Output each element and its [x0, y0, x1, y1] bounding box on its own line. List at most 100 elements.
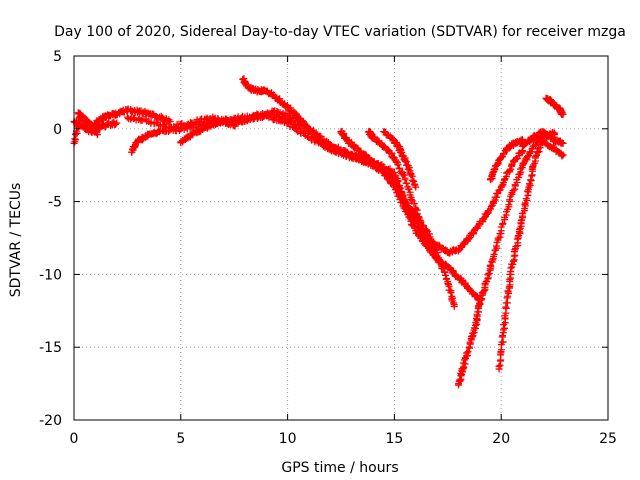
y-tick-label: -10 [39, 267, 62, 283]
data-point-fill [441, 268, 449, 276]
data-point-fill [499, 220, 507, 228]
data-point-fill [418, 221, 426, 229]
series-arc9 [365, 127, 441, 264]
data-point-fill [490, 198, 498, 206]
data-point-fill [499, 338, 507, 346]
data-point [450, 302, 458, 310]
data-point [401, 176, 409, 184]
x-tick-label: 10 [279, 431, 297, 447]
x-axis-label: GPS time / hours [281, 460, 398, 476]
data-point-fill [506, 167, 514, 175]
data-point-fill [410, 200, 418, 208]
data-point-fill [403, 208, 411, 216]
data-point-fill [498, 182, 506, 190]
tick-labels: 0 5 10 15 20 25 5 0 -5 -10 -15 -20 [39, 49, 617, 447]
plot-frame [73, 55, 609, 421]
data-point-fill [499, 332, 507, 340]
data-point-fill [447, 289, 455, 297]
series-arc3 [74, 109, 101, 139]
data-point-fill [501, 324, 509, 332]
y-tick-label: 5 [53, 49, 62, 65]
x-tick-label: 20 [492, 431, 510, 447]
data-point-fill [509, 257, 517, 265]
data-point-fill [422, 231, 430, 239]
series-arc15 [529, 128, 567, 147]
series-arc11 [454, 128, 559, 389]
y-axis-label: SDTVAR / TECUs [8, 183, 24, 298]
series-arc16 [542, 94, 567, 118]
data-point [559, 110, 567, 118]
data-point-fill [485, 269, 493, 277]
data-point-fill [507, 264, 515, 272]
data-point-fill [419, 225, 427, 233]
data-point-fill [430, 249, 438, 257]
data-point [113, 119, 121, 127]
data-point-fill [402, 179, 410, 187]
series-arc7 [239, 75, 484, 305]
data-point-fill [464, 348, 472, 356]
x-tick-label: 25 [599, 431, 617, 447]
data-point-fill [495, 362, 503, 370]
series-arc13 [486, 135, 527, 184]
data-point-fill [558, 152, 566, 160]
data-point-fill [463, 349, 471, 357]
data-point-fill [407, 171, 415, 179]
data-point-fill [404, 165, 412, 173]
data-point-fill [177, 121, 185, 129]
data-point-fill [400, 204, 408, 212]
data-point-fill [405, 185, 413, 193]
data-point-fill [487, 261, 495, 269]
chart-title: Day 100 of 2020, Sidereal Day-to-day VTE… [54, 24, 626, 40]
data-point-fill [505, 201, 513, 209]
data-point-fill [484, 271, 492, 279]
data-point-fill [507, 165, 515, 173]
data-point-fill [490, 250, 498, 258]
data-point-fill [221, 117, 229, 125]
data-point [412, 205, 420, 213]
data-point-fill [253, 115, 261, 123]
data-point-fill [506, 196, 514, 204]
data-point-fill [432, 254, 440, 262]
data-point [433, 256, 441, 264]
x-tick-label: 0 [70, 431, 79, 447]
x-tick-label: 15 [385, 431, 403, 447]
data-point [465, 343, 473, 351]
x-tick-label: 5 [176, 431, 185, 447]
data-points [70, 75, 567, 389]
axis-ticks [73, 55, 609, 421]
data-point-fill [243, 117, 251, 125]
data-point-fill [516, 226, 524, 234]
data-point-fill [407, 195, 415, 203]
data-point-fill [340, 130, 348, 138]
data-point [551, 129, 559, 137]
data-point-fill [522, 195, 530, 203]
data-point-fill [494, 190, 502, 198]
data-point-fill [469, 329, 477, 337]
data-point [559, 139, 567, 147]
data-point-fill [456, 376, 464, 384]
data-point-fill [509, 187, 517, 195]
data-point [559, 151, 567, 159]
data-point-fill [408, 176, 416, 184]
data-point-fill [527, 176, 535, 184]
data-point-fill [442, 271, 450, 279]
data-point [412, 183, 420, 191]
data-point-fill [509, 260, 517, 268]
data-point-fill [437, 257, 445, 265]
data-point-fill [394, 161, 402, 169]
data-point-fill [111, 120, 119, 128]
data-point-fill [71, 135, 79, 143]
y-tick-label: -5 [48, 195, 62, 211]
y-tick-label: -15 [39, 340, 62, 356]
data-point-fill [517, 165, 525, 173]
y-tick-label: -20 [39, 413, 62, 429]
y-tick-label: 0 [53, 122, 62, 138]
data-point-fill [439, 265, 447, 273]
data-point-fill [400, 196, 408, 204]
series-arc10 [380, 128, 420, 191]
data-point-fill [477, 295, 485, 303]
data-point [93, 131, 101, 139]
data-point-fill [532, 152, 540, 160]
